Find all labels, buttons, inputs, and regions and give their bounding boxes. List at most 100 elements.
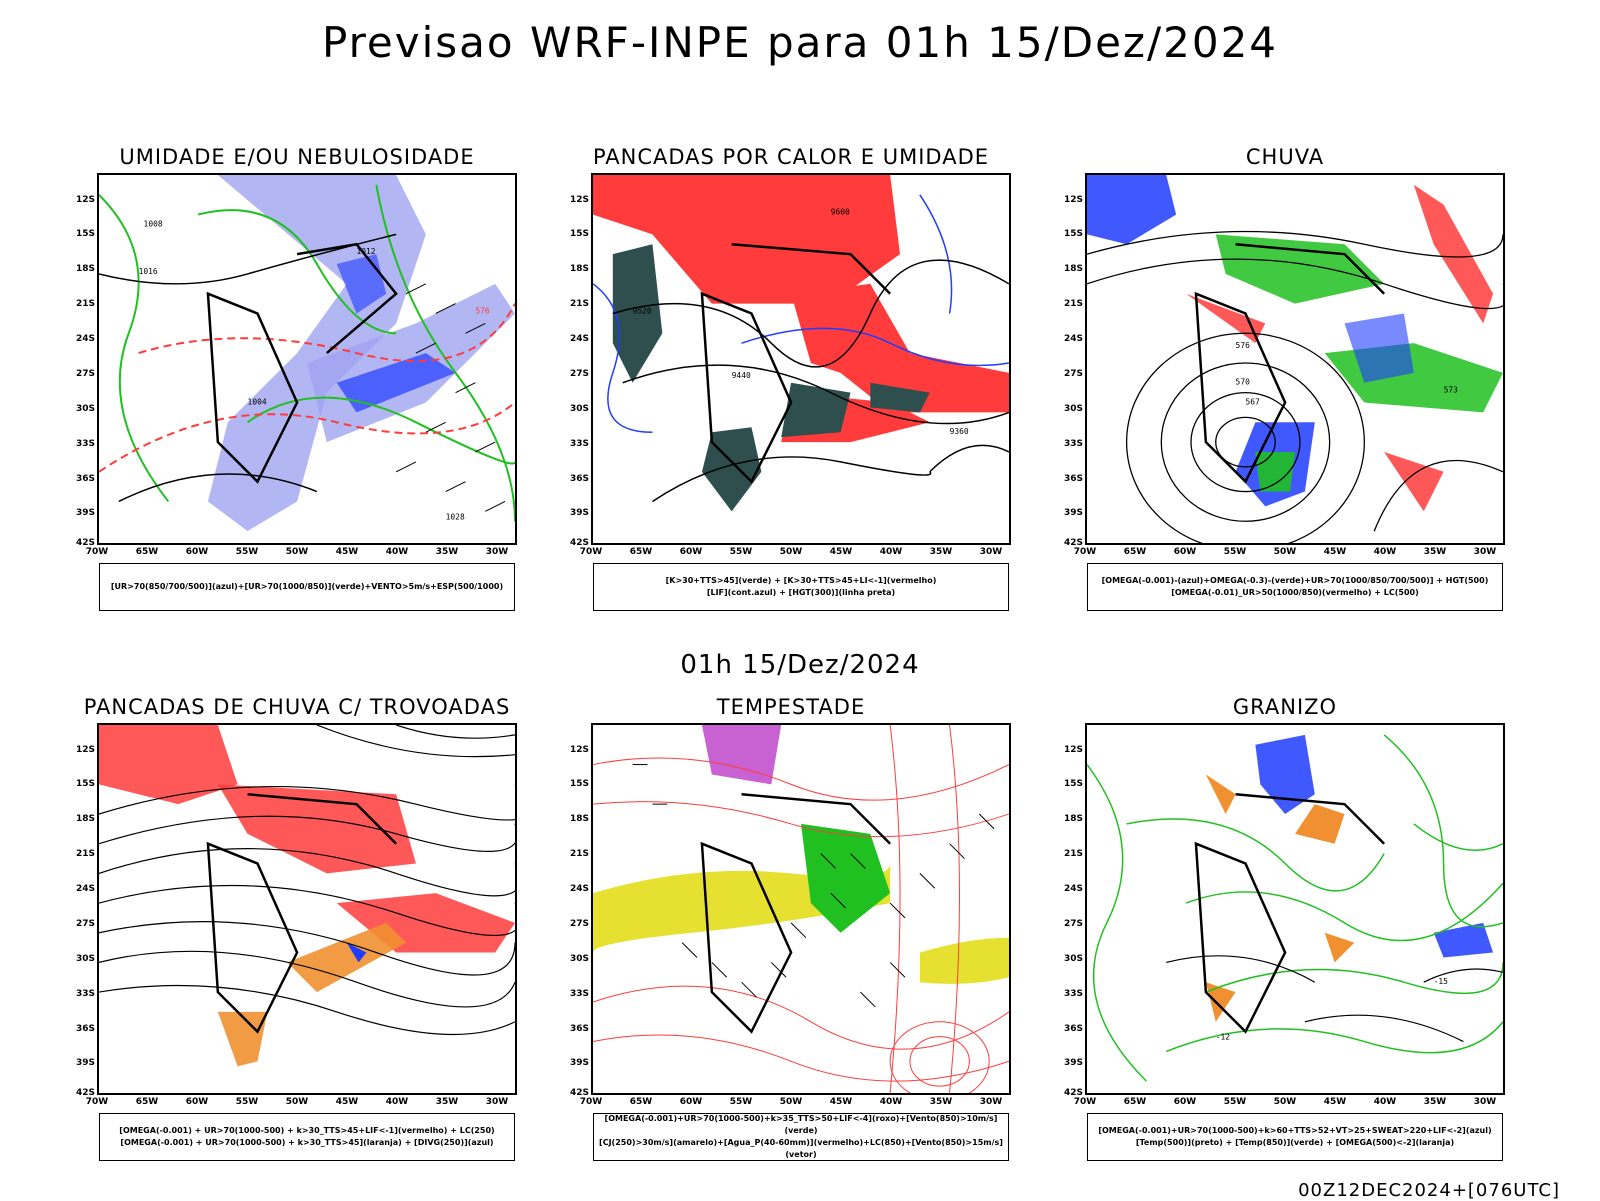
lat-label: 36S bbox=[1063, 474, 1083, 484]
lat-label: 27S bbox=[75, 919, 95, 929]
legend-box: [K>30+TTS>45](verde) + [K>30+TTS>45+LI<-… bbox=[593, 563, 1009, 611]
legend-line: [OMEGA(-0.001) + UR>70(1000-500) + k>30_… bbox=[120, 1138, 494, 1147]
lon-label: 45W bbox=[1323, 1097, 1347, 1107]
lon-label: 60W bbox=[185, 547, 209, 557]
lat-label: 33S bbox=[1063, 989, 1083, 999]
map-umidade[interactable]: 1008 1012 1016 1004 1028 576 bbox=[97, 173, 517, 545]
lat-label: 30S bbox=[75, 954, 95, 964]
lon-label: 55W bbox=[729, 1097, 753, 1107]
lat-label: 15S bbox=[1063, 779, 1083, 789]
lat-label: 27S bbox=[75, 369, 95, 379]
lon-label: 70W bbox=[579, 1097, 603, 1107]
lat-label: 27S bbox=[1063, 919, 1083, 929]
legend-line: [K>30+TTS>45](verde) + [K>30+TTS>45+LI<-… bbox=[665, 576, 937, 585]
lon-label: 40W bbox=[1373, 1097, 1397, 1107]
lat-label: 33S bbox=[75, 989, 95, 999]
lon-label: 70W bbox=[579, 547, 603, 557]
legend-line: [LIF](cont.azul) + [HGT(300)](linha pret… bbox=[706, 588, 896, 597]
lon-label: 55W bbox=[1223, 547, 1247, 557]
lon-label: 35W bbox=[1423, 547, 1447, 557]
lat-label: 21S bbox=[75, 299, 95, 309]
lat-label: 39S bbox=[1063, 1058, 1083, 1068]
lon-label: 65W bbox=[1123, 1097, 1147, 1107]
lat-label: 18S bbox=[1063, 814, 1083, 824]
lat-label: 12S bbox=[569, 745, 589, 755]
lat-label: 21S bbox=[75, 849, 95, 859]
forecast-time-label: 01h 15/Dez/2024 bbox=[680, 650, 920, 680]
main-title: Previsao WRF-INPE para 01h 15/Dez/2024 bbox=[321, 18, 1279, 67]
lon-label: 30W bbox=[485, 547, 509, 557]
lat-label: 39S bbox=[569, 508, 589, 518]
lon-label: 55W bbox=[235, 1097, 259, 1107]
map-tempestade[interactable] bbox=[591, 723, 1011, 1095]
lat-label: 24S bbox=[75, 334, 95, 344]
map-chuva[interactable]: 576 573 570 567 bbox=[1085, 173, 1505, 545]
lon-label: 40W bbox=[385, 547, 409, 557]
legend-box: [OMEGA(-0.001) + UR>70(1000-500) + k>30_… bbox=[99, 1113, 515, 1161]
lat-label: 36S bbox=[569, 1024, 589, 1034]
map-label: 9600 bbox=[831, 208, 850, 217]
lat-label: 33S bbox=[569, 439, 589, 449]
map-label: 567 bbox=[1245, 398, 1260, 407]
lon-label: 50W bbox=[1273, 547, 1297, 557]
lat-label: 12S bbox=[75, 195, 95, 205]
lat-label: 33S bbox=[75, 439, 95, 449]
map-label: 9440 bbox=[732, 371, 751, 380]
lat-label: 33S bbox=[1063, 439, 1083, 449]
map-label: 1004 bbox=[248, 398, 267, 407]
lon-label: 50W bbox=[1273, 1097, 1297, 1107]
panel-umidade: UMIDADE E/OU NEBULOSIDADE 100 bbox=[57, 145, 537, 625]
lon-label: 40W bbox=[879, 1097, 903, 1107]
map-label: 1008 bbox=[144, 219, 163, 228]
lat-label: 42S bbox=[75, 1088, 95, 1098]
lon-label: 30W bbox=[1473, 547, 1497, 557]
lon-label: 45W bbox=[1323, 547, 1347, 557]
legend-box: [OMEGA(-0.001)+UR>70(1000-500)+k>35_TTS>… bbox=[593, 1113, 1009, 1161]
map-label: 1028 bbox=[446, 512, 465, 521]
lat-label: 18S bbox=[569, 264, 589, 274]
map-label: -12 bbox=[1216, 1033, 1231, 1042]
map-granizo[interactable]: -12 -15 bbox=[1085, 723, 1505, 1095]
lat-label: 21S bbox=[569, 299, 589, 309]
panel-pancadas-trovoadas: PANCADAS DE CHUVA C/ TROVOADAS bbox=[57, 695, 537, 1175]
lon-label: 40W bbox=[879, 547, 903, 557]
lon-label: 60W bbox=[1173, 1097, 1197, 1107]
lon-label: 65W bbox=[629, 547, 653, 557]
lat-label: 15S bbox=[569, 229, 589, 239]
lat-label: 18S bbox=[75, 814, 95, 824]
legend-box: [OMEGA(-0.001)+UR>70(1000-500)+k>60+TTS>… bbox=[1087, 1113, 1503, 1161]
map-label: 9360 bbox=[950, 427, 969, 436]
lat-label: 18S bbox=[75, 264, 95, 274]
lat-label: 12S bbox=[1063, 195, 1083, 205]
legend-line: [OMEGA(-0.001)+UR>70(1000-500)+k>35_TTS>… bbox=[604, 1114, 998, 1135]
map-label: 570 bbox=[1236, 378, 1251, 387]
lon-label: 60W bbox=[1173, 547, 1197, 557]
legend-line: [UR>70(850/700/500)](azul)+[UR>70(1000/8… bbox=[110, 582, 504, 591]
map-pancadas-trovoadas[interactable] bbox=[97, 723, 517, 1095]
lon-label: 35W bbox=[929, 547, 953, 557]
legend-line: [Temp(500)](preto) + [Temp(850)](verde) … bbox=[1135, 1138, 1455, 1147]
lat-label: 30S bbox=[1063, 404, 1083, 414]
legend-line: [CJ(250)>30m/s](amarelo)+[Agua_P(40-60mm… bbox=[599, 1138, 1003, 1159]
lon-label: 45W bbox=[829, 1097, 853, 1107]
legend-line: [OMEGA(-0.001) + UR>70(1000-500) + k>30_… bbox=[119, 1126, 495, 1135]
lat-label: 27S bbox=[1063, 369, 1083, 379]
lat-label: 24S bbox=[569, 884, 589, 894]
lat-label: 27S bbox=[569, 919, 589, 929]
lat-label: 30S bbox=[569, 404, 589, 414]
lat-label: 39S bbox=[75, 508, 95, 518]
lon-label: 50W bbox=[285, 547, 309, 557]
panel-granizo: GRANIZO -12 bbox=[1045, 695, 1525, 1175]
lon-label: 55W bbox=[729, 547, 753, 557]
lon-label: 60W bbox=[185, 1097, 209, 1107]
run-timestamp: 00Z12DEC2024+[076UTC] bbox=[1298, 1180, 1560, 1201]
lat-label: 18S bbox=[569, 814, 589, 824]
lat-label: 15S bbox=[569, 779, 589, 789]
lat-label: 24S bbox=[1063, 334, 1083, 344]
map-pancadas-calor[interactable]: 9600 9520 9440 9360 bbox=[591, 173, 1011, 545]
lon-label: 65W bbox=[135, 1097, 159, 1107]
lon-label: 65W bbox=[1123, 547, 1147, 557]
lat-label: 39S bbox=[569, 1058, 589, 1068]
lon-label: 55W bbox=[235, 547, 259, 557]
lat-label: 24S bbox=[569, 334, 589, 344]
